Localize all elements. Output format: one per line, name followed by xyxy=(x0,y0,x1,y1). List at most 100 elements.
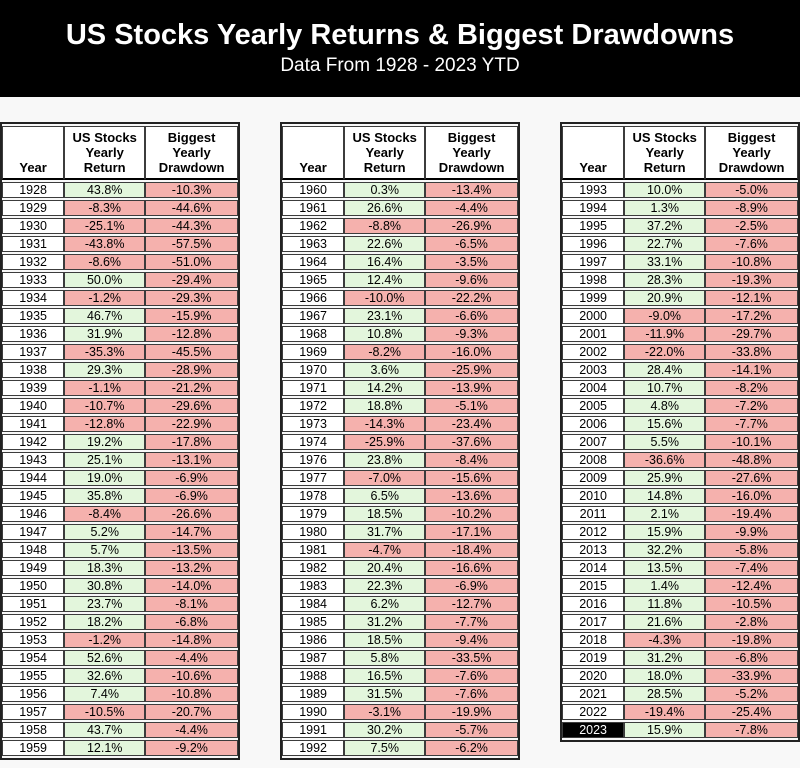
year-cell: 2005 xyxy=(562,397,625,414)
year-cell: 1930 xyxy=(2,217,65,234)
year-cell: 1952 xyxy=(2,613,65,630)
drawdown-cell: -29.6% xyxy=(145,397,238,414)
return-cell: -25.1% xyxy=(64,217,146,234)
table-row: 1999 20.9% -12.1% xyxy=(562,289,798,306)
return-cell: 20.9% xyxy=(624,289,706,306)
year-cell: 2021 xyxy=(562,685,625,702)
year-cell: 2011 xyxy=(562,505,625,522)
drawdown-cell: -19.9% xyxy=(425,703,518,720)
drawdown-cell: -14.8% xyxy=(145,631,238,648)
table-row: 1961 26.6% -4.4% xyxy=(282,199,518,216)
return-cell: 16.5% xyxy=(344,667,426,684)
drawdown-cell: -23.4% xyxy=(425,415,518,432)
year-cell: 2018 xyxy=(562,631,625,648)
drawdown-cell: -29.7% xyxy=(705,325,798,342)
drawdown-cell: -10.8% xyxy=(705,253,798,270)
year-cell: 1956 xyxy=(2,685,65,702)
year-cell: 1970 xyxy=(282,361,345,378)
year-cell: 2013 xyxy=(562,541,625,558)
drawdown-cell: -8.9% xyxy=(705,199,798,216)
year-cell: 1949 xyxy=(2,559,65,576)
table-row: 1928 43.8% -10.3% xyxy=(2,181,238,198)
return-cell: 19.0% xyxy=(64,469,146,486)
table-row: 1950 30.8% -14.0% xyxy=(2,577,238,594)
drawdown-cell: -14.7% xyxy=(145,523,238,540)
table-row: 1948 5.7% -13.5% xyxy=(2,541,238,558)
table-row: 2016 11.8% -10.5% xyxy=(562,595,798,612)
return-cell: -25.9% xyxy=(344,433,426,450)
table-row: 2013 32.2% -5.8% xyxy=(562,541,798,558)
table-row: 1996 22.7% -7.6% xyxy=(562,235,798,252)
year-cell: 1964 xyxy=(282,253,345,270)
drawdown-cell: -26.9% xyxy=(425,217,518,234)
return-cell: 18.5% xyxy=(344,505,426,522)
return-cell: -1.2% xyxy=(64,631,146,648)
table-row: 1991 30.2% -5.7% xyxy=(282,721,518,738)
table-row: 1938 29.3% -28.9% xyxy=(2,361,238,378)
year-cell: 1972 xyxy=(282,397,345,414)
table-row: 1973 -14.3% -23.4% xyxy=(282,415,518,432)
drawdown-cell: -9.4% xyxy=(425,631,518,648)
header-row: Year US Stocks Yearly Return Biggest Yearl… xyxy=(562,126,798,180)
year-cell: 1950 xyxy=(2,577,65,594)
drawdown-cell: -26.6% xyxy=(145,505,238,522)
year-cell: 2007 xyxy=(562,433,625,450)
drawdown-cell: -21.2% xyxy=(145,379,238,396)
drawdown-cell: -10.1% xyxy=(705,433,798,450)
table-row: 1951 23.7% -8.1% xyxy=(2,595,238,612)
year-cell: 1959 xyxy=(2,739,65,756)
table-row: 1945 35.8% -6.9% xyxy=(2,487,238,504)
drawdown-cell: -28.9% xyxy=(145,361,238,378)
table-row: 1995 37.2% -2.5% xyxy=(562,217,798,234)
drawdown-cell: -4.4% xyxy=(145,649,238,666)
drawdown-cell: -5.7% xyxy=(425,721,518,738)
year-cell: 1958 xyxy=(2,721,65,738)
return-cell: 11.8% xyxy=(624,595,706,612)
year-cell: 1969 xyxy=(282,343,345,360)
return-cell: -14.3% xyxy=(344,415,426,432)
return-cell: -8.4% xyxy=(64,505,146,522)
year-cell: 1945 xyxy=(2,487,65,504)
return-cell: 25.9% xyxy=(624,469,706,486)
return-cell: -8.3% xyxy=(64,199,146,216)
drawdown-cell: -6.8% xyxy=(705,649,798,666)
drawdown-cell: -15.9% xyxy=(145,307,238,324)
return-cell: -8.6% xyxy=(64,253,146,270)
return-cell: 18.0% xyxy=(624,667,706,684)
table-row: 1937 -35.3% -45.5% xyxy=(2,343,238,360)
drawdown-cell: -33.5% xyxy=(425,649,518,666)
year-cell: 1994 xyxy=(562,199,625,216)
table-row: 1952 18.2% -6.8% xyxy=(2,613,238,630)
table-row: 1980 31.7% -17.1% xyxy=(282,523,518,540)
table-row: 1962 -8.8% -26.9% xyxy=(282,217,518,234)
drawdown-cell: -5.0% xyxy=(705,181,798,198)
return-cell: -43.8% xyxy=(64,235,146,252)
year-cell: 1933 xyxy=(2,271,65,288)
year-cell: 2019 xyxy=(562,649,625,666)
year-cell: 1988 xyxy=(282,667,345,684)
return-cell: -12.8% xyxy=(64,415,146,432)
table-row: 1997 33.1% -10.8% xyxy=(562,253,798,270)
return-cell: 10.0% xyxy=(624,181,706,198)
table-row: 1971 14.2% -13.9% xyxy=(282,379,518,396)
return-cell: 5.5% xyxy=(624,433,706,450)
year-cell: 1999 xyxy=(562,289,625,306)
return-cell: 14.2% xyxy=(344,379,426,396)
tables-area: Year US Stocks Yearly Return Biggest Yearl… xyxy=(0,97,800,760)
table-row: 1978 6.5% -13.6% xyxy=(282,487,518,504)
table-row: 1979 18.5% -10.2% xyxy=(282,505,518,522)
table-row: 1930 -25.1% -44.3% xyxy=(2,217,238,234)
year-cell: 1962 xyxy=(282,217,345,234)
drawdown-cell: -7.6% xyxy=(425,667,518,684)
drawdown-cell: -7.7% xyxy=(425,613,518,630)
return-cell: 15.9% xyxy=(624,523,706,540)
drawdown-cell: -19.8% xyxy=(705,631,798,648)
return-cell: -8.2% xyxy=(344,343,426,360)
year-cell: 1978 xyxy=(282,487,345,504)
return-cell: 52.6% xyxy=(64,649,146,666)
drawdown-cell: -25.4% xyxy=(705,703,798,720)
year-cell: 1932 xyxy=(2,253,65,270)
drawdown-cell: -29.4% xyxy=(145,271,238,288)
table-row: 1982 20.4% -16.6% xyxy=(282,559,518,576)
drawdown-cell: -10.5% xyxy=(705,595,798,612)
